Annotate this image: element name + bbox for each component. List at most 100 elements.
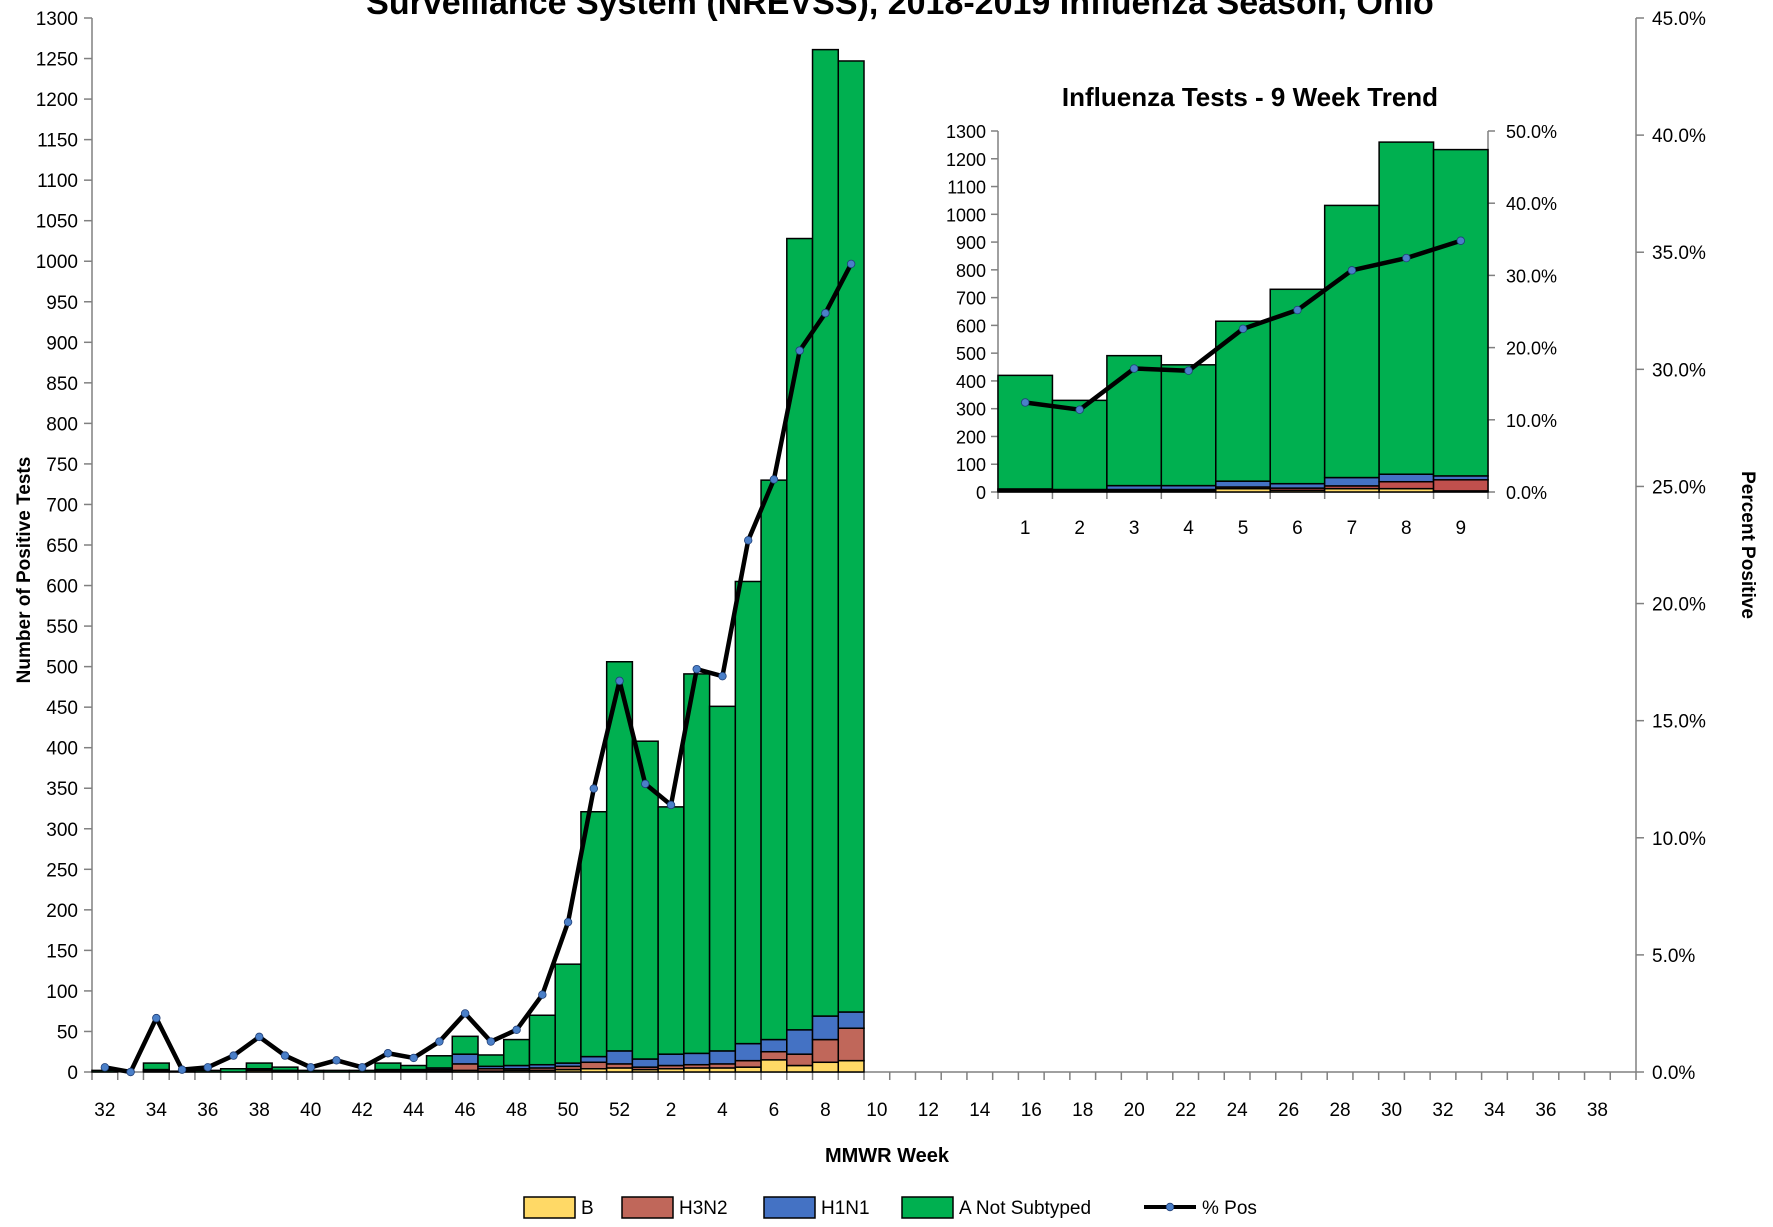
bar-h1n1 bbox=[605, 1050, 634, 1065]
y-tick-label: 1000 bbox=[36, 252, 78, 273]
legend-swatch-a-not-subtyped bbox=[901, 1196, 954, 1219]
bar-a-not-subtyped bbox=[786, 237, 814, 1031]
percent-positive-point bbox=[306, 1063, 315, 1072]
bar-h1n1 bbox=[683, 1052, 711, 1066]
bar-h3n2 bbox=[451, 1063, 479, 1072]
y2-tick-label: 10.0% bbox=[1652, 829, 1706, 850]
inset-y-tick-label: 700 bbox=[956, 289, 986, 309]
inset-bar-a-not-subtyped bbox=[997, 374, 1054, 490]
x-tick-label: 36 bbox=[197, 1100, 218, 1121]
bar-h3n2 bbox=[760, 1050, 788, 1061]
percent-positive-point bbox=[512, 1025, 521, 1035]
y2-axis-title: Percent Positive bbox=[1737, 471, 1758, 619]
percent-positive-point bbox=[486, 1037, 496, 1046]
inset-x-tick-label: 6 bbox=[1292, 518, 1303, 539]
y2-tick-label: 20.0% bbox=[1652, 595, 1706, 616]
percent-positive-point bbox=[383, 1049, 393, 1058]
inset-percent-positive-point bbox=[1129, 364, 1139, 373]
percent-positive-point bbox=[358, 1063, 367, 1072]
inset-chart-title: Influenza Tests - 9 Week Trend bbox=[1062, 82, 1438, 112]
y-tick-label: 750 bbox=[46, 455, 78, 476]
bar-h1n1 bbox=[760, 1038, 788, 1053]
percent-positive-point bbox=[203, 1063, 212, 1072]
inset-y2-tick-label: 40.0% bbox=[1506, 194, 1557, 214]
percent-positive-point bbox=[460, 1009, 470, 1018]
bar-b bbox=[760, 1059, 788, 1073]
x-tick-label: 36 bbox=[1535, 1100, 1556, 1121]
y-tick-label: 1300 bbox=[36, 9, 78, 30]
x-tick-label: 10 bbox=[866, 1100, 887, 1121]
inset-percent-positive-point bbox=[1293, 305, 1302, 315]
inset-percent-positive-point bbox=[1075, 405, 1084, 414]
y-tick-label: 50 bbox=[57, 1022, 78, 1043]
x-tick-label: 2 bbox=[666, 1100, 677, 1121]
percent-positive-point bbox=[589, 784, 598, 793]
percent-positive-point bbox=[332, 1056, 341, 1065]
x-tick-label: 28 bbox=[1329, 1100, 1350, 1121]
bar-a-not-subtyped bbox=[760, 479, 788, 1041]
x-tick-label: 34 bbox=[1484, 1100, 1506, 1121]
percent-positive-point bbox=[280, 1051, 290, 1060]
inset-y2-tick-label: 10.0% bbox=[1506, 411, 1557, 431]
bar-h1n1 bbox=[580, 1055, 608, 1064]
x-tick-label: 26 bbox=[1278, 1100, 1299, 1121]
y-tick-label: 900 bbox=[46, 333, 78, 354]
inset-y-tick-label: 800 bbox=[956, 261, 986, 281]
x-tick-label: 18 bbox=[1072, 1100, 1093, 1121]
percent-positive-point bbox=[229, 1051, 238, 1060]
x-axis-title: MMWR Week bbox=[825, 1145, 950, 1167]
inset-y-tick-label: 300 bbox=[956, 400, 986, 420]
bar-a-not-subtyped bbox=[451, 1035, 479, 1055]
y-tick-label: 350 bbox=[46, 779, 78, 800]
bar-a-not-subtyped bbox=[374, 1062, 402, 1071]
x-tick-label: 46 bbox=[455, 1100, 476, 1121]
inset-y-tick-label: 1000 bbox=[946, 205, 986, 225]
y-tick-label: 1150 bbox=[37, 131, 78, 152]
x-tick-label: 12 bbox=[918, 1100, 939, 1121]
percent-positive-point bbox=[846, 259, 856, 269]
legend-swatch-h1n1 bbox=[763, 1196, 816, 1219]
percent-positive-point bbox=[563, 917, 573, 927]
inset-x-tick-label: 4 bbox=[1183, 518, 1194, 539]
x-tick-label: 52 bbox=[609, 1100, 630, 1121]
y-tick-label: 550 bbox=[46, 617, 78, 638]
bar-a-not-subtyped bbox=[631, 740, 659, 1060]
bar-b bbox=[786, 1064, 814, 1073]
x-tick-label: 48 bbox=[506, 1100, 527, 1121]
inset-x-tick-label: 2 bbox=[1074, 518, 1085, 539]
x-tick-label: 16 bbox=[1021, 1100, 1042, 1121]
legend-label: H3N2 bbox=[679, 1198, 728, 1219]
inset-bar-h1n1 bbox=[1323, 476, 1380, 487]
inset-percent-positive-point bbox=[1456, 236, 1465, 245]
bar-a-not-subtyped bbox=[811, 48, 840, 1017]
x-tick-label: 24 bbox=[1227, 1100, 1249, 1121]
inset-y-tick-label: 0 bbox=[976, 483, 986, 503]
y2-tick-label: 15.0% bbox=[1652, 712, 1706, 733]
bar-b bbox=[837, 1059, 865, 1073]
legend-label: A Not Subtyped bbox=[959, 1198, 1091, 1219]
bar-a-not-subtyped bbox=[734, 580, 762, 1045]
y-tick-label: 250 bbox=[46, 860, 78, 881]
y-tick-label: 1200 bbox=[36, 90, 78, 111]
percent-positive-point bbox=[692, 664, 701, 674]
inset-y-tick-label: 500 bbox=[956, 344, 986, 364]
bar-a-not-subtyped bbox=[400, 1064, 428, 1071]
x-tick-label: 44 bbox=[403, 1100, 425, 1121]
x-tick-label: 38 bbox=[249, 1100, 270, 1121]
x-tick-label: 32 bbox=[94, 1100, 115, 1121]
inset-x-tick-label: 7 bbox=[1347, 518, 1358, 539]
inset-percent-positive-point bbox=[1402, 253, 1411, 263]
bar-h1n1 bbox=[734, 1042, 762, 1062]
bar-h1n1 bbox=[708, 1050, 737, 1065]
inset-y-tick-label: 400 bbox=[956, 372, 986, 392]
bar-a-not-subtyped bbox=[477, 1054, 505, 1068]
bar-a-not-subtyped bbox=[580, 810, 608, 1058]
percent-positive-point bbox=[615, 676, 624, 686]
y2-tick-label: 45.0% bbox=[1652, 9, 1706, 30]
bar-a-not-subtyped bbox=[322, 1069, 351, 1073]
inset-y2-tick-label: 50.0% bbox=[1506, 122, 1557, 142]
y2-tick-label: 30.0% bbox=[1652, 360, 1706, 381]
bar-h1n1 bbox=[631, 1058, 659, 1068]
